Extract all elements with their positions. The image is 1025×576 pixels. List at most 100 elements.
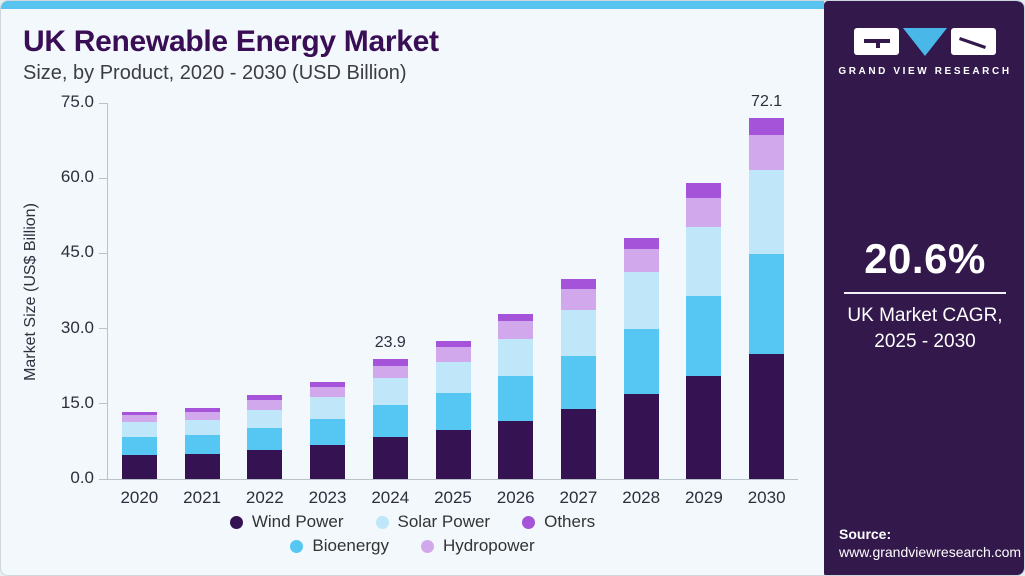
x-category-label: 2023 <box>308 488 347 507</box>
legend-row: Bioenergy Hydropower <box>290 536 535 556</box>
bar-segment <box>623 272 659 330</box>
y-tick-mark <box>99 252 108 254</box>
cagr-label-line1: UK Market CAGR, <box>847 305 1003 326</box>
legend-item: Hydropower <box>420 536 535 556</box>
bar-segment <box>435 362 471 393</box>
bar-segment <box>247 427 283 451</box>
x-category-label: 2030 <box>747 488 786 507</box>
bar-segment <box>623 237 659 250</box>
legend-label: Wind Power <box>251 512 344 531</box>
bar-segment <box>435 347 471 363</box>
accent-strip <box>1 1 824 9</box>
bar-segment <box>749 135 785 170</box>
page-title: UK Renewable Energy Market <box>23 25 439 58</box>
y-tick-mark <box>99 478 108 480</box>
bar-segment <box>310 444 346 479</box>
bar-segment <box>372 436 408 479</box>
bar-segment <box>372 378 408 405</box>
source-block: Source: www.grandviewresearch.com <box>839 526 1021 560</box>
bar-segment <box>623 249 659 273</box>
x-category-label: 2024 <box>371 488 410 507</box>
legend-label: Solar Power <box>397 512 491 531</box>
bar-segment <box>498 420 534 479</box>
legend-swatch-icon <box>420 539 434 553</box>
bar-segment <box>749 117 785 136</box>
bar-segment <box>184 454 220 479</box>
bar-segment <box>247 450 283 479</box>
cagr-label-line2: 2025 - 2030 <box>874 330 976 352</box>
legend-row: Wind Power Solar Power Others <box>229 512 596 532</box>
legend-item: Bioenergy <box>290 536 389 556</box>
bar-segment <box>435 392 471 431</box>
source-label: Source: <box>839 526 892 542</box>
legend-label: Hydropower <box>442 536 535 555</box>
bar-segment <box>121 412 157 415</box>
bar-segment <box>560 278 596 289</box>
x-category-label: 2020 <box>120 488 159 507</box>
bar-segment <box>623 394 659 479</box>
y-tick-label: 45.0 <box>60 242 94 262</box>
legend-swatch-icon <box>290 539 304 553</box>
bar-segment <box>686 295 722 376</box>
x-category-label: 2026 <box>496 488 535 507</box>
legend-swatch-icon <box>375 515 389 529</box>
cagr-block: 20.6% UK Market CAGR, 2025 - 2030 <box>824 235 1024 354</box>
x-category-label: 2022 <box>245 488 284 507</box>
bar-segment <box>184 420 220 436</box>
bar-segment <box>121 437 157 456</box>
bar-segment <box>686 198 722 227</box>
bar-segment <box>372 404 408 437</box>
bar-value-label: 23.9 <box>374 334 406 352</box>
bar-segment <box>121 422 157 438</box>
y-tick-mark <box>99 403 108 405</box>
bar-segment <box>247 400 283 410</box>
legend-swatch-icon <box>522 515 536 529</box>
legend-label: Others <box>544 512 596 531</box>
source-url: www.grandviewresearch.com <box>839 544 1022 560</box>
y-tick-label: 0.0 <box>70 468 94 487</box>
bar-segment <box>498 313 534 321</box>
bar-segment <box>623 329 659 395</box>
bar-value-label: 72.1 <box>751 92 783 110</box>
x-category-label: 2028 <box>622 488 661 507</box>
bar-segment <box>686 183 722 199</box>
cagr-value: 20.6% <box>864 235 986 282</box>
bar-segment <box>121 455 157 479</box>
bar-segment <box>498 320 534 340</box>
x-category-label: 2029 <box>684 488 723 507</box>
bar-segment <box>498 375 534 421</box>
bar-segment <box>247 394 283 401</box>
bar-segment <box>560 409 596 479</box>
bar-segment <box>310 396 346 419</box>
bar-segment <box>184 435 220 455</box>
legend-item: Solar Power <box>375 512 491 532</box>
bar-segment <box>749 253 785 354</box>
bar-segment <box>560 355 596 410</box>
y-tick-label: 15.0 <box>60 392 94 412</box>
bar-segment <box>310 387 346 397</box>
x-category-label: 2025 <box>434 488 472 507</box>
legend-item: Wind Power <box>229 512 344 532</box>
bar-segment <box>184 407 220 412</box>
bar-segment <box>310 418 346 445</box>
x-category-label: 2021 <box>183 488 221 507</box>
brand-sidebar: GRAND VIEW RESEARCH 20.6% UK Market CAGR… <box>824 1 1024 575</box>
brand-logo: GRAND VIEW RESEARCH <box>824 27 1024 77</box>
bar-segment <box>560 289 596 311</box>
bar-segment <box>749 353 785 479</box>
bar-segment <box>749 169 785 254</box>
bar-segment <box>121 414 157 423</box>
y-tick-mark <box>99 102 108 104</box>
bar-segment <box>184 411 220 421</box>
plot-area: 0.0 15.0 30.0 45.0 60.0 75.0 2020 2021 2022 2023 2… <box>61 92 798 507</box>
chart-legend: Wind Power Solar Power Others Bioenergy Hydr… <box>1 512 824 556</box>
y-tick-label: 75.0 <box>60 92 94 111</box>
legend-label: Bioenergy <box>312 536 389 555</box>
brand-logo-text: GRAND VIEW RESEARCH <box>838 66 1012 77</box>
bar-segment <box>435 341 471 348</box>
y-tick-mark <box>99 177 108 179</box>
cagr-divider <box>844 292 1006 294</box>
y-tick-label: 60.0 <box>60 167 94 187</box>
x-category-label: 2027 <box>559 488 598 507</box>
